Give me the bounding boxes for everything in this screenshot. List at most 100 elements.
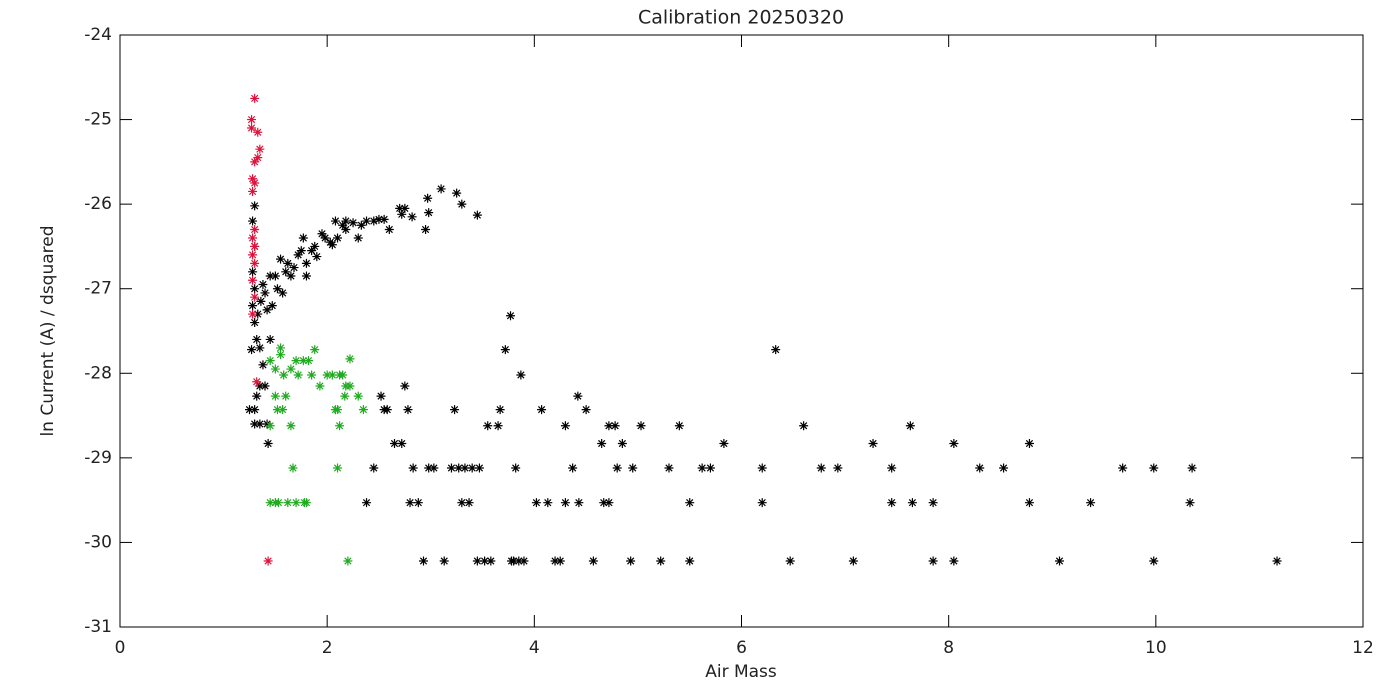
data-point	[928, 556, 938, 566]
data-point	[353, 391, 363, 401]
data-point	[511, 463, 521, 473]
data-point	[345, 354, 355, 364]
x-tick-label: 6	[736, 638, 747, 658]
data-point	[250, 178, 260, 188]
data-point	[272, 284, 282, 294]
x-tick-label: 4	[529, 638, 540, 658]
data-point	[626, 556, 636, 566]
data-point	[276, 254, 286, 264]
data-point	[283, 258, 293, 268]
data-point	[928, 498, 938, 508]
data-point	[423, 193, 433, 203]
data-point	[256, 296, 266, 306]
data-point	[617, 438, 627, 448]
data-point	[341, 216, 351, 226]
y-tick-label: -29	[84, 448, 112, 468]
data-point	[281, 267, 291, 277]
data-point	[848, 556, 858, 566]
data-point	[247, 115, 257, 125]
data-point	[293, 370, 303, 380]
data-point	[799, 421, 809, 431]
data-point	[327, 240, 337, 250]
data-point	[604, 498, 614, 508]
data-point	[560, 498, 570, 508]
data-point	[345, 381, 355, 391]
data-point	[341, 225, 351, 235]
data-point	[248, 186, 258, 196]
data-point	[424, 463, 434, 473]
data-point	[436, 184, 446, 194]
data-point	[248, 267, 258, 277]
data-point	[376, 391, 386, 401]
data-point	[315, 381, 325, 391]
data-point	[276, 343, 286, 353]
data-point	[757, 498, 767, 508]
data-point	[298, 356, 308, 366]
x-tick-label: 2	[322, 638, 333, 658]
data-point	[248, 174, 258, 184]
data-point	[250, 157, 260, 167]
y-tick-label: -26	[84, 194, 112, 214]
data-point	[253, 309, 263, 319]
data-point	[335, 421, 345, 431]
data-point	[247, 123, 257, 133]
data-point	[1086, 498, 1096, 508]
data-point	[771, 345, 781, 355]
data-point	[599, 498, 609, 508]
data-point	[270, 271, 280, 281]
data-point	[250, 225, 260, 235]
data-point	[384, 225, 394, 235]
data-point	[250, 241, 260, 251]
data-point	[509, 556, 519, 566]
x-axis-label: Air Mass	[705, 662, 777, 682]
data-point	[263, 556, 273, 566]
data-point	[1185, 498, 1195, 508]
data-point	[395, 203, 405, 213]
data-point	[250, 292, 260, 302]
data-point	[362, 216, 372, 226]
data-point	[255, 419, 265, 429]
data-point	[506, 311, 516, 321]
data-point	[495, 405, 505, 415]
data-point	[816, 463, 826, 473]
data-point	[270, 391, 280, 401]
data-point	[255, 144, 265, 154]
data-point	[457, 199, 467, 209]
data-point	[555, 556, 565, 566]
data-point	[389, 438, 399, 448]
data-point	[537, 405, 547, 415]
x-tick-label: 0	[115, 638, 126, 658]
data-point	[265, 421, 275, 431]
data-point	[263, 438, 273, 448]
data-point	[999, 463, 1009, 473]
data-point	[304, 356, 314, 366]
data-point	[317, 229, 327, 239]
data-point	[248, 250, 258, 260]
data-point	[298, 233, 308, 243]
data-point	[247, 345, 257, 355]
data-point	[574, 498, 584, 508]
data-point	[454, 463, 464, 473]
data-point	[278, 288, 288, 298]
data-point	[1024, 498, 1034, 508]
data-point	[248, 275, 258, 285]
data-point	[480, 556, 490, 566]
data-point	[905, 421, 915, 431]
data-point	[374, 214, 384, 224]
data-point	[588, 556, 598, 566]
data-point	[250, 258, 260, 268]
data-point	[543, 498, 553, 508]
data-point	[403, 405, 413, 415]
data-point	[333, 405, 343, 415]
data-point	[452, 188, 462, 198]
data-point	[656, 556, 666, 566]
data-point	[250, 419, 260, 429]
data-point	[286, 364, 296, 374]
data-point	[949, 556, 959, 566]
data-point	[397, 209, 407, 219]
data-point	[697, 463, 707, 473]
data-point	[253, 127, 263, 137]
data-point	[358, 405, 368, 415]
data-point	[664, 463, 674, 473]
